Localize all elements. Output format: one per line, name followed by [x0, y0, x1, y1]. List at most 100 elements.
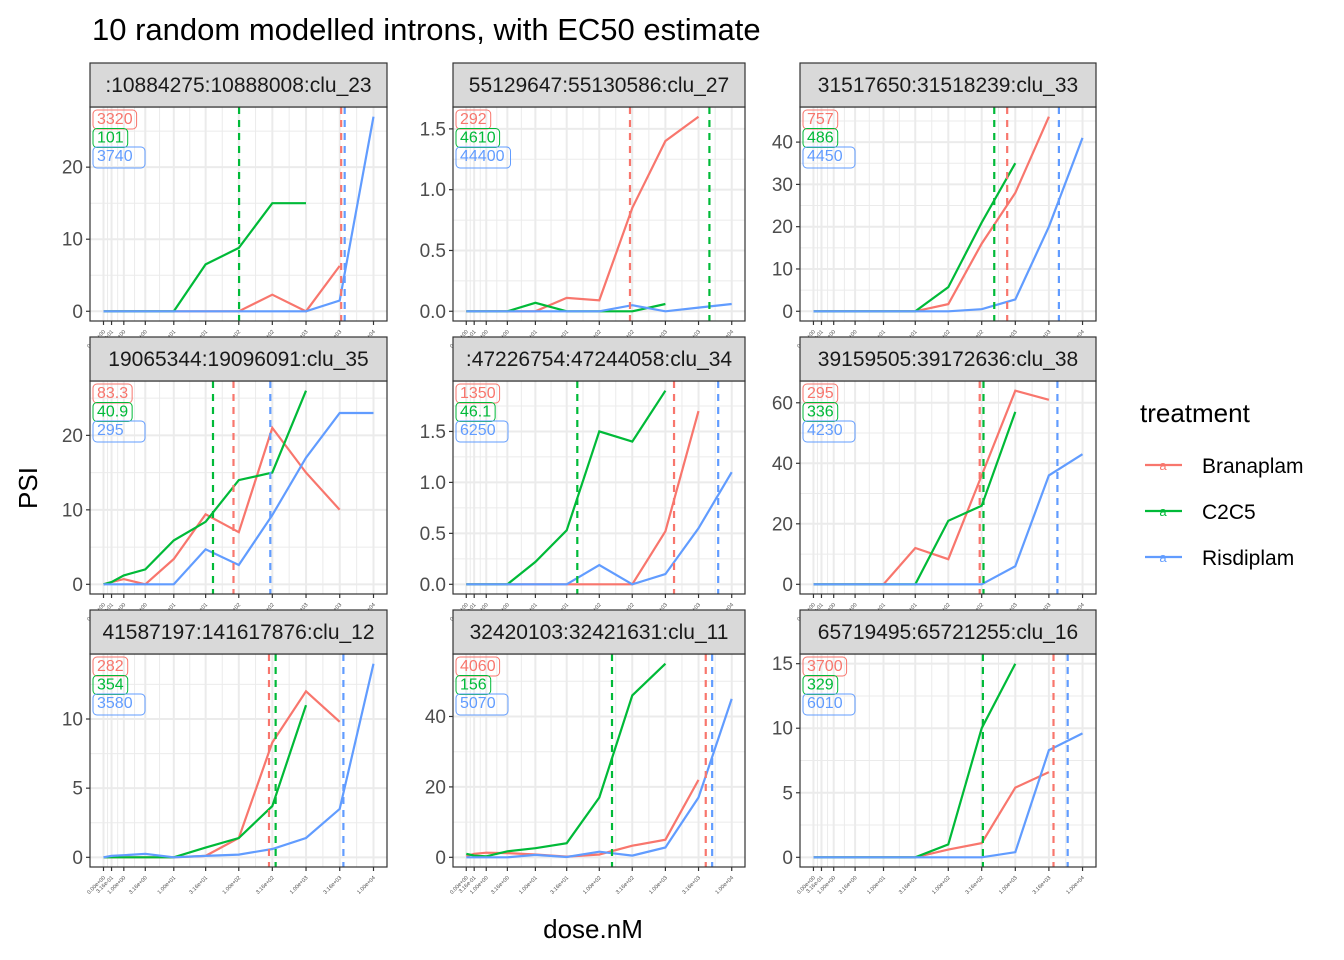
y-tick-label: 10: [62, 710, 83, 731]
ec50-label-c2c5: 329: [807, 677, 834, 694]
x-tick-label: 3.16e+02: [965, 875, 986, 896]
ec50-label-c2c5: 486: [807, 130, 834, 147]
y-tick-label: 0: [782, 575, 793, 596]
x-tick-label: 3.16e+02: [615, 875, 636, 896]
y-tick-label: 0.5: [420, 524, 446, 545]
ec50-label-c2c5: 156: [460, 677, 487, 694]
ec50-label-branaplam: 295: [807, 385, 834, 402]
y-tick-label: 0: [435, 848, 446, 869]
series-line-risdiplam: [813, 453, 1084, 586]
facet-strip-label: 41587197:141617876:clu_12: [102, 621, 374, 644]
x-tick-label: 3.16e+03: [681, 875, 702, 896]
ec50-label-box: [455, 693, 509, 716]
x-tick-label: 1.00e+03: [648, 875, 669, 896]
y-tick-label: 0: [72, 575, 83, 596]
ec50-label-box: [92, 420, 146, 443]
ec50-label-risdiplam: 4230: [807, 422, 843, 439]
y-tick-label: 30: [772, 175, 793, 196]
y-tick-label: 15: [772, 654, 793, 675]
y-tick-label: 40: [772, 454, 793, 475]
ec50-label-branaplam: 757: [807, 111, 834, 128]
facet-strip: [89, 336, 388, 382]
gridlines: [90, 381, 387, 594]
y-tick-label: 1.0: [420, 473, 446, 494]
ec50-label-c2c5: 354: [97, 677, 124, 694]
legend-label: Risdiplam: [1202, 547, 1294, 570]
ec50-label-branaplam: 1350: [460, 385, 496, 402]
y-tick-label: 1.0: [420, 180, 446, 201]
legend-label: C2C5: [1202, 501, 1256, 524]
series-line-risdiplam: [466, 698, 733, 859]
x-tick-label: 3.16e+00: [838, 875, 859, 896]
y-tick-label: 1.5: [420, 119, 446, 140]
y-tick-label: 0.0: [420, 302, 446, 323]
legend-key-glyph: a: [1159, 458, 1167, 473]
x-tick-label: 1.00e+04: [356, 875, 377, 896]
series-line-risdiplam: [466, 302, 732, 313]
x-tick-label: 1.00e+03: [998, 875, 1019, 896]
facet-strip-label: 31517650:31518239:clu_33: [818, 74, 1078, 97]
ec50-label-box: [92, 146, 146, 169]
y-tick-label: 5: [72, 779, 83, 800]
ec50-label-c2c5: 336: [807, 404, 834, 421]
legend-item-risdiplam: a Risdiplam: [1145, 547, 1294, 570]
x-tick-label: 1.00e+02: [931, 875, 952, 896]
legend-item-branaplam: a Branaplam: [1145, 455, 1304, 478]
series-line-c2c5: [466, 662, 667, 858]
facet-strip-label: 39159505:39172636:clu_38: [818, 348, 1078, 371]
x-tick-label: 1.00e+02: [582, 875, 603, 896]
y-tick-label: 60: [772, 393, 793, 414]
legend-label: Branaplam: [1202, 455, 1304, 478]
series-line-risdiplam: [103, 411, 374, 586]
ec50-label-branaplam: 4060: [460, 658, 496, 675]
facet-strip: [89, 609, 388, 655]
facet-panel: 282354358041587197:141617876:clu_1205100…: [62, 609, 388, 896]
y-axis-title: PSI: [13, 467, 43, 509]
x-tick-label: 3.16e+00: [128, 875, 149, 896]
x-axis-title: dose.nM: [543, 914, 643, 944]
facet-strip-label: 32420103:32421631:clu_11: [470, 621, 729, 644]
legend-title: treatment: [1140, 398, 1251, 428]
facet-strip: [799, 609, 1097, 655]
chart-title: 10 random modelled introns, with EC50 es…: [92, 12, 761, 47]
x-tick-label: 3.16e+01: [550, 875, 571, 896]
y-tick-label: 0: [72, 848, 83, 869]
legend-item-c2c5: a C2C5: [1145, 501, 1256, 524]
series-line-c2c5: [103, 390, 308, 586]
y-tick-label: 0: [782, 848, 793, 869]
ec50-label-branaplam: 3700: [807, 658, 843, 675]
series-line-risdiplam: [813, 732, 1083, 859]
ec50-label-risdiplam: 44400: [460, 148, 505, 165]
facet-strip: [89, 62, 388, 108]
ec50-label-c2c5: 40.9: [97, 404, 128, 421]
ec50-label-box: [802, 146, 856, 169]
x-tick-label: 1.00e+01: [866, 875, 887, 896]
y-tick-label: 20: [772, 514, 793, 535]
ec50-label-branaplam: 83.3: [97, 385, 128, 402]
x-tick-label: 3.16e+02: [255, 875, 276, 896]
ec50-label-box: [455, 420, 509, 443]
x-tick-label: 1.00e+01: [518, 875, 539, 896]
facet-strip-label: 65719495:65721255:clu_16: [818, 621, 1078, 644]
ec50-label-branaplam: 3320: [97, 111, 133, 128]
facet-strip: [452, 609, 746, 655]
y-tick-label: 10: [62, 230, 83, 251]
ec50-label-c2c5: 101: [97, 130, 124, 147]
series-line-risdiplam: [466, 471, 733, 586]
x-tick-label: 1.00e+01: [157, 875, 178, 896]
x-tick-label: 3.16e+00: [490, 875, 511, 896]
ec50-label-box: [455, 146, 511, 169]
ec50-label-risdiplam: 6250: [460, 422, 496, 439]
legend: treatment a Branaplam a C2C5 a Risdiplam: [1140, 398, 1304, 570]
x-tick-label: 1.00e+04: [1065, 875, 1086, 896]
ec50-label-risdiplam: 4450: [807, 148, 843, 165]
y-tick-label: 20: [425, 777, 446, 798]
ec50-label-c2c5: 4610: [460, 130, 496, 147]
y-tick-label: 5: [782, 783, 793, 804]
